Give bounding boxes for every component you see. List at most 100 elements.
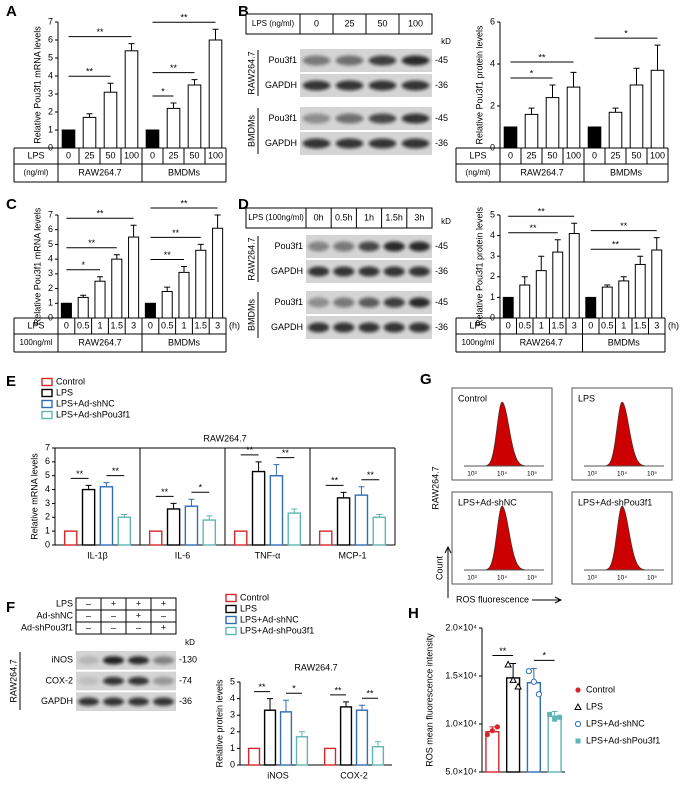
bar	[354, 494, 369, 546]
mw-unit: kD	[185, 638, 195, 647]
bar	[187, 84, 202, 149]
blot-lane-bg	[76, 651, 176, 670]
significance-label: **	[180, 13, 188, 23]
blot-band	[128, 656, 149, 665]
lane-label: 1h	[364, 212, 374, 222]
error-bar	[191, 79, 198, 85]
condition-sign: –	[86, 598, 91, 608]
y-tick-label: 5	[48, 239, 53, 249]
bar	[485, 730, 500, 773]
bar	[202, 519, 217, 546]
x-tick-label: COX-2	[340, 770, 368, 780]
y-tick-label: 2.0×10⁴	[445, 622, 477, 632]
legend-swatch	[225, 615, 237, 625]
significance-label: **	[538, 207, 546, 217]
y-tick-label: 0	[490, 312, 495, 322]
x-tick-label: 1	[539, 320, 544, 330]
y-tick-label: 1.0×10⁴	[445, 718, 477, 728]
significance-label: **	[112, 466, 120, 476]
blot-protein: COX-2	[45, 675, 73, 685]
significance-label: **	[180, 198, 188, 208]
blot-band	[358, 322, 380, 333]
bar	[552, 251, 564, 319]
error-bar	[212, 28, 219, 40]
blot-protein: GAPDH	[271, 266, 303, 276]
error-bar	[612, 107, 619, 113]
legend-label: LPS+Ad-shNC	[56, 398, 115, 408]
error-bar	[376, 514, 383, 518]
blot-lane-bg	[300, 74, 432, 97]
error-bar	[637, 255, 644, 265]
legend-label: Control	[240, 592, 269, 602]
panel-label: C	[6, 196, 17, 213]
y-tick-label: 3	[45, 498, 50, 508]
bar	[251, 470, 266, 546]
blot-band	[333, 322, 355, 333]
flow-x-arrow	[532, 596, 563, 604]
bar	[269, 475, 284, 546]
y-tick-label: 5	[490, 209, 495, 219]
significance-label: *	[530, 68, 534, 78]
y-tick-label: 4	[230, 693, 235, 703]
error-bar	[80, 294, 87, 298]
flow-panel-title: LPS	[578, 393, 595, 403]
y-tick-label: 6	[48, 34, 53, 44]
group-label: RAW264.7	[520, 337, 563, 347]
x-tick-label: 100	[566, 150, 581, 160]
x-axis-label: (ng/ml)	[24, 168, 49, 177]
blot-band	[383, 297, 405, 308]
blot-band	[128, 676, 149, 686]
blot-band	[401, 55, 430, 66]
condition-sign: –	[136, 622, 141, 632]
x-tick-label: 100	[124, 150, 139, 160]
flow-tick-label: 10³	[587, 575, 597, 582]
condition-sign: +	[136, 598, 141, 608]
y-tick-label: 1	[490, 292, 495, 302]
error-bar	[298, 731, 305, 737]
blot-lane-bg	[76, 671, 176, 691]
bar	[279, 711, 293, 766]
bar	[287, 512, 302, 546]
bar	[568, 233, 580, 319]
blot-side-label: BMDMs	[246, 299, 256, 331]
error-bar	[343, 701, 350, 707]
y-tick-label: 1	[230, 743, 235, 753]
bar	[212, 227, 224, 319]
x-tick-label: 0	[506, 320, 511, 330]
bar	[505, 677, 521, 773]
blot-band	[368, 55, 397, 66]
error-bar	[188, 498, 195, 507]
y-tick-label: 2	[48, 106, 53, 116]
y-axis-label: Relative Pou3f1 protein levels	[474, 206, 484, 326]
significance-label: **	[88, 238, 96, 248]
significance-label: **	[246, 445, 254, 455]
y-tick-label: 3	[230, 710, 235, 720]
bar	[145, 129, 160, 149]
blot-band	[383, 266, 405, 277]
chart-subtitle: RAW264.7	[203, 433, 246, 443]
blot-band	[383, 322, 405, 333]
flow-tick-label: 10⁵	[647, 471, 657, 478]
error-bar	[633, 67, 640, 85]
group-label: BMDMs	[608, 337, 640, 347]
x-tick-label: 1	[97, 320, 102, 330]
blot-band	[408, 322, 430, 333]
x-axis-label: 100ng/ml	[462, 338, 495, 347]
y-tick-label: 3	[490, 251, 495, 261]
x-tick-label: 0	[150, 150, 155, 160]
legend-swatch	[41, 399, 53, 409]
x-tick-label: MCP-1	[338, 550, 366, 560]
panel-label: D	[238, 196, 249, 213]
blot-band	[358, 241, 380, 252]
data-point	[547, 711, 553, 717]
blot-band	[78, 656, 99, 665]
y-tick-label: 1	[48, 298, 53, 308]
bar	[77, 296, 89, 319]
blot-band	[335, 80, 364, 91]
y-tick-label: 2	[490, 100, 495, 110]
bar	[111, 258, 123, 319]
significance-label: **	[161, 487, 169, 497]
error-bar	[273, 464, 280, 476]
lane-label: 100	[408, 18, 423, 28]
y-tick-label: 6	[48, 224, 53, 234]
